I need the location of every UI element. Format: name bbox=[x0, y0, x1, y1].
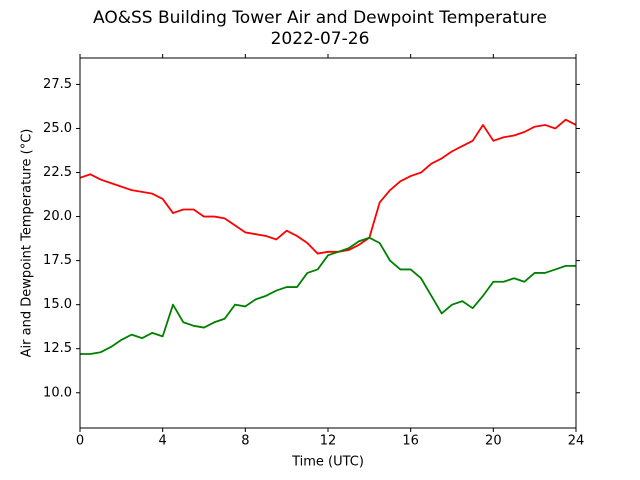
x-tick-label: 4 bbox=[159, 434, 167, 449]
x-axis-label: Time (UTC) bbox=[291, 455, 364, 470]
y-tick-label: 10.0 bbox=[43, 385, 72, 400]
x-tick-label: 8 bbox=[241, 434, 249, 449]
chart-title: AO&SS Building Tower Air and Dewpoint Te… bbox=[93, 8, 547, 28]
y-tick-label: 12.5 bbox=[43, 341, 72, 356]
data-line bbox=[79, 118, 577, 255]
y-tick-label: 17.5 bbox=[43, 253, 72, 268]
chart-subtitle: 2022-07-26 bbox=[271, 29, 370, 49]
data-line bbox=[80, 236, 576, 355]
x-tick-label: 12 bbox=[320, 434, 337, 449]
x-tick-label: 24 bbox=[568, 434, 585, 449]
y-tick-label: 25.0 bbox=[43, 121, 72, 136]
x-tick-label: 0 bbox=[76, 434, 84, 449]
y-axis-label: Air and Dewpoint Temperature (°C) bbox=[20, 129, 35, 358]
y-tick-label: 27.5 bbox=[43, 77, 72, 92]
plot-frame bbox=[79, 57, 577, 429]
x-tick-label: 20 bbox=[485, 434, 502, 449]
y-tick-label: 15.0 bbox=[43, 297, 72, 312]
x-tick-label: 16 bbox=[402, 434, 419, 449]
y-tick-label: 22.5 bbox=[43, 165, 72, 180]
y-tick-label: 20.0 bbox=[43, 209, 72, 224]
